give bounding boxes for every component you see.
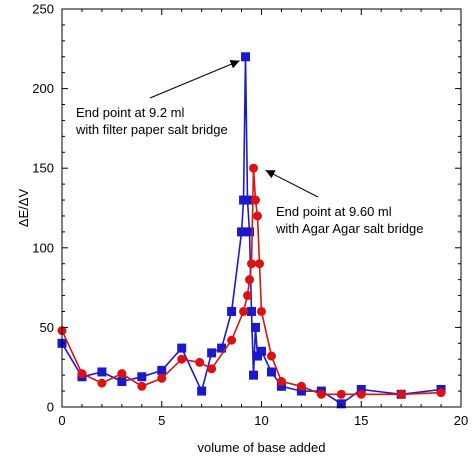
data-point xyxy=(239,306,249,316)
y-axis-label: ΔE/ΔV xyxy=(16,189,31,228)
data-point xyxy=(227,335,237,345)
annotation-line: with Agar Agar salt bridge xyxy=(275,221,423,236)
y-tick-label: 250 xyxy=(32,2,54,17)
data-point xyxy=(247,306,257,316)
annotation-line: End point at 9.60 ml xyxy=(276,204,392,219)
annotation-arrow xyxy=(265,169,319,198)
data-point xyxy=(243,291,253,301)
x-axis-label: volume of base added xyxy=(198,440,326,455)
data-point xyxy=(253,351,263,361)
data-point xyxy=(97,378,107,388)
data-point xyxy=(207,364,217,374)
annotation-line: with filter paper salt bridge xyxy=(75,122,228,137)
y-tick-label: 150 xyxy=(32,161,54,176)
series-2 xyxy=(57,163,446,399)
data-point xyxy=(157,365,167,375)
data-point xyxy=(251,195,261,205)
data-point xyxy=(77,369,87,379)
data-point xyxy=(266,351,276,361)
data-point xyxy=(251,322,261,332)
data-point xyxy=(245,275,255,285)
data-point xyxy=(247,259,257,269)
annotation-layer: End point at 9.2 ml with filter paper sal… xyxy=(75,60,423,236)
annotation-text: End point at 9.2 ml with filter paper sal… xyxy=(75,105,228,137)
data-point xyxy=(97,367,107,377)
annotation-line: End point at 9.2 ml xyxy=(76,105,185,120)
data-point xyxy=(249,163,259,173)
data-point xyxy=(177,343,187,353)
x-tick-label: 5 xyxy=(158,413,165,428)
data-point xyxy=(177,354,187,364)
data-point xyxy=(296,381,306,391)
x-tick-label: 20 xyxy=(454,413,468,428)
data-point xyxy=(237,227,247,237)
data-point xyxy=(241,52,251,62)
y-tick-label: 100 xyxy=(32,240,54,255)
data-point xyxy=(117,377,127,387)
x-tick-label: 10 xyxy=(254,413,268,428)
data-point xyxy=(316,389,326,399)
data-point xyxy=(195,357,205,367)
data-point xyxy=(207,348,217,358)
annotation-arrow xyxy=(149,60,240,99)
data-point xyxy=(296,386,306,396)
y-tick-label: 50 xyxy=(40,320,54,335)
y-tick-label: 200 xyxy=(32,81,54,96)
data-point xyxy=(157,373,167,383)
data-point xyxy=(253,211,263,221)
data-point xyxy=(336,399,346,409)
data-point xyxy=(245,227,255,237)
data-point xyxy=(356,389,366,399)
x-tick-label: 0 xyxy=(58,413,65,428)
annotation-text: End point at 9.60 ml with Agar Agar salt … xyxy=(275,204,423,236)
data-point xyxy=(255,259,265,269)
data-point xyxy=(243,195,253,205)
data-point xyxy=(117,369,127,379)
data-point xyxy=(436,388,446,398)
data-point xyxy=(137,381,147,391)
data-point xyxy=(276,381,286,391)
data-point xyxy=(336,389,346,399)
data-point xyxy=(266,367,276,377)
data-point xyxy=(249,370,259,380)
data-point xyxy=(257,346,266,356)
data-point xyxy=(276,377,286,387)
data-point xyxy=(217,343,227,353)
data-point xyxy=(257,306,266,316)
data-point xyxy=(227,306,237,316)
data-point xyxy=(396,389,406,399)
annotation-1: End point at 9.2 ml with filter paper sal… xyxy=(75,60,240,137)
data-point xyxy=(356,384,366,394)
series-layer xyxy=(57,52,446,409)
x-tick-label: 15 xyxy=(354,413,368,428)
data-point xyxy=(137,372,147,382)
y-tick-label: 0 xyxy=(47,400,54,415)
data-point xyxy=(197,386,207,396)
annotation-2: End point at 9.60 ml with Agar Agar salt … xyxy=(265,169,423,236)
